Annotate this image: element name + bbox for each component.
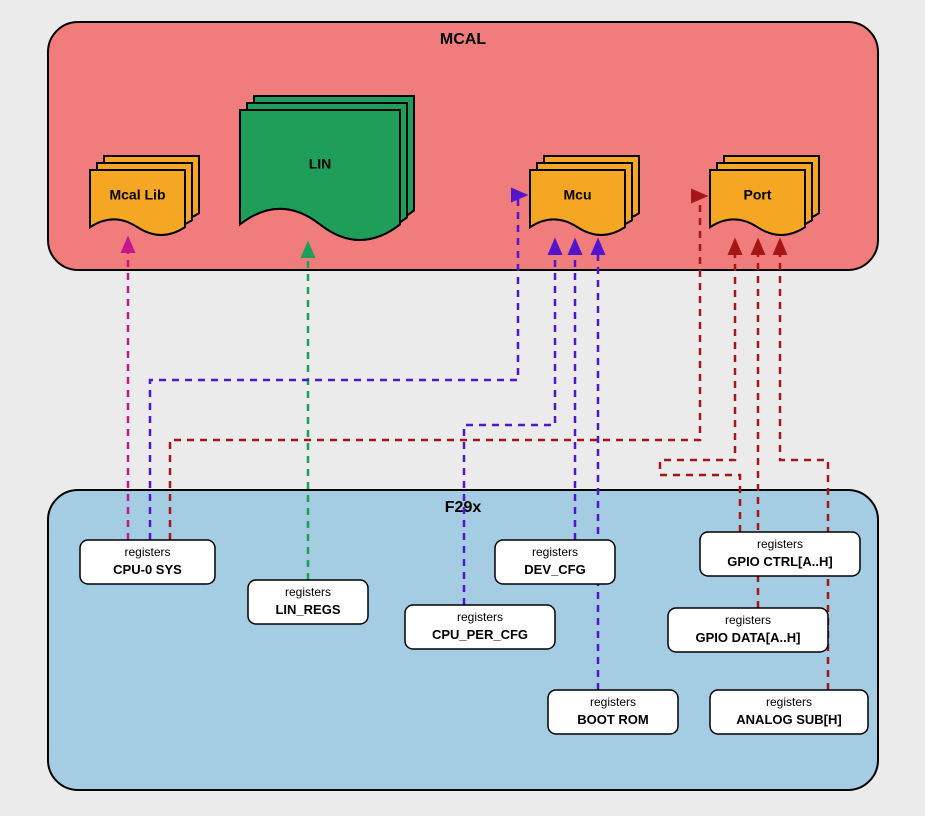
mcal-title: MCAL [440,31,486,48]
cpu_per-main: CPU_PER_CFG [432,627,528,642]
cpu_per-sub: registers [457,610,503,624]
boot_rom-main: BOOT ROM [577,712,649,727]
dev_cfg-sub: registers [532,545,578,559]
boot_rom-sub: registers [590,695,636,709]
gpio_data-main: GPIO DATA[A..H] [696,630,801,645]
port-label: Port [744,186,772,202]
gpio_data-sub: registers [725,613,771,627]
lin_regs-main: LIN_REGS [275,602,340,617]
cpu0-main: CPU-0 SYS [113,562,182,577]
gpio_ctrl-main: GPIO CTRL[A..H] [727,554,832,569]
cpu0-sub: registers [124,545,170,559]
analog-sub: registers [766,695,812,709]
mcu-label: Mcu [564,186,592,202]
diagram-canvas: MCALF29xMcal LibLINMcuPortregistersCPU-0… [0,0,925,816]
gpio_ctrl-sub: registers [757,537,803,551]
dev_cfg-main: DEV_CFG [524,562,585,577]
lin_regs-sub: registers [285,585,331,599]
lin-label: LIN [309,156,332,172]
mcal_lib-label: Mcal Lib [109,186,165,202]
analog-main: ANALOG SUB[H] [736,712,841,727]
